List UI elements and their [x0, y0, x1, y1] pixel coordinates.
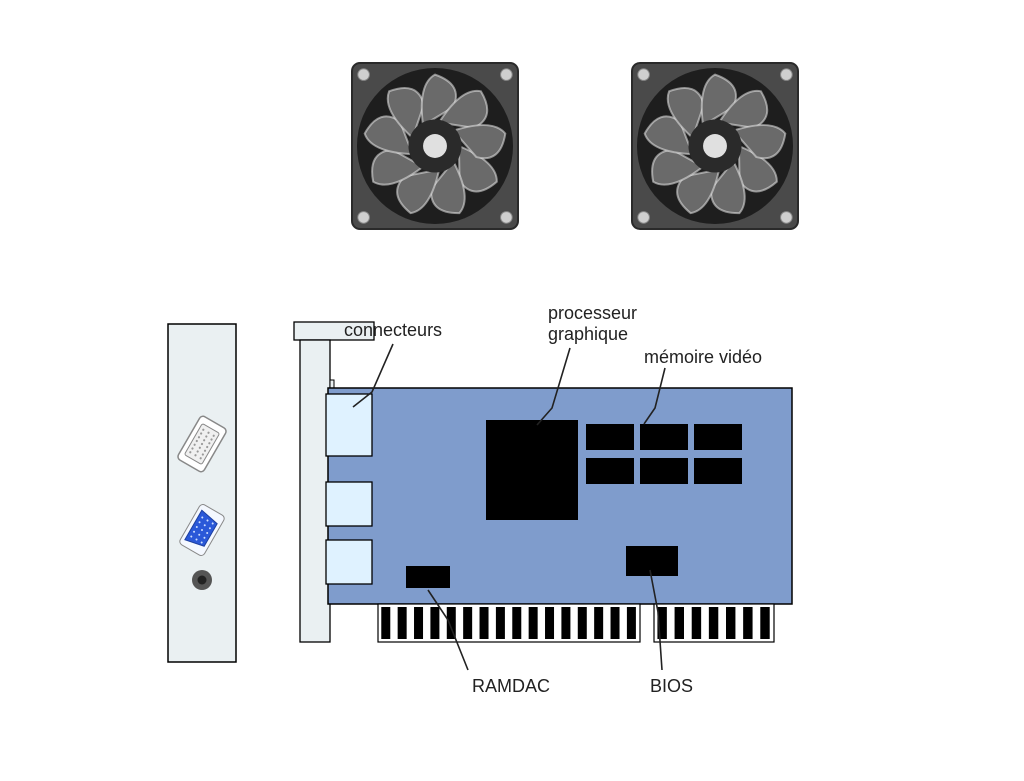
bios-chip	[626, 546, 678, 576]
ramdac-chip	[406, 566, 450, 588]
edge-connector	[654, 604, 774, 642]
memory-chip	[694, 424, 742, 450]
connector-block	[326, 394, 372, 456]
edge-connector	[378, 604, 640, 642]
diagram-stage: connecteurs processeur graphique mémoire…	[0, 0, 1024, 781]
memory-chip	[640, 424, 688, 450]
fan-icon	[632, 63, 798, 229]
memory-chip	[694, 458, 742, 484]
fan-icon	[352, 63, 518, 229]
memory-chip	[586, 458, 634, 484]
label-connecteurs: connecteurs	[344, 320, 442, 341]
label-processeur-graphique: processeur graphique	[548, 303, 637, 344]
connector-block	[326, 482, 372, 526]
memory-chip	[586, 424, 634, 450]
label-ramdac: RAMDAC	[472, 676, 550, 697]
connector-block	[326, 540, 372, 584]
diagram-svg	[0, 0, 1024, 781]
side-bracket	[168, 324, 236, 662]
label-bios: BIOS	[650, 676, 693, 697]
gpu-chip	[486, 420, 578, 520]
memory-chip	[640, 458, 688, 484]
label-memoire-video: mémoire vidéo	[644, 347, 762, 368]
